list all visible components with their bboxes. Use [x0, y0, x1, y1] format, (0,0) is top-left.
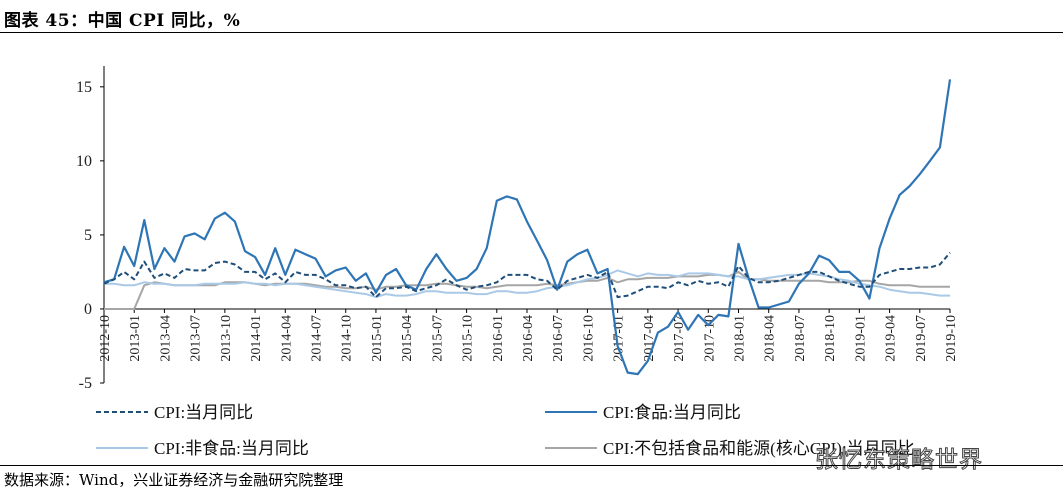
series-line-0 [103, 252, 951, 299]
x-tick-label: 2019-07 [914, 315, 929, 362]
x-tick-label: 2019-10 [944, 315, 959, 362]
x-tick-label: 2015-10 [461, 315, 476, 362]
legend-label-1: CPI:食品:当月同比 [603, 403, 741, 422]
x-tick-label: 2014-07 [310, 315, 325, 362]
x-tick-label: 2016-01 [491, 315, 506, 362]
watermark: 张忆东策略世界 [815, 447, 983, 474]
x-tick-label: 2019-01 [853, 315, 868, 362]
x-tick-label: 2018-10 [823, 315, 838, 362]
x-tick-label: 2016-07 [551, 315, 566, 362]
plot-area: -5 0 5 10 15 2012-10 2013-01 2013-04 2013-07 2013… [76, 66, 959, 392]
x-tick-label: 2015-01 [370, 315, 385, 362]
x-tick-label: 2013-07 [189, 315, 204, 362]
cpi-line-chart: -5 0 5 10 15 2012-10 2013-01 2013-04 2013-07 2013… [76, 66, 959, 458]
y-tick-label: 15 [76, 79, 92, 96]
x-tick-label: 2018-07 [793, 315, 808, 362]
legend: CPI:当月同比 CPI:食品:当月同比 CPI:非食品:当月同比 CPI:不包括食品… [96, 403, 915, 458]
series-line-1 [103, 79, 952, 376]
legend-label-3: CPI:不包括食品和能源(核心CPI):当月同比 [603, 439, 915, 458]
x-tick-label: 2015-07 [430, 315, 445, 362]
x-tick-label: 2013-10 [219, 315, 234, 362]
top-rule [0, 32, 1063, 33]
x-tick-label: 2016-04 [521, 315, 536, 362]
y-tick-label: 0 [84, 301, 92, 318]
x-tick-label: 2018-04 [763, 315, 778, 362]
y-tick-label: 5 [84, 227, 92, 244]
x-tick-label: 2015-04 [400, 315, 415, 362]
bottom-rule [0, 465, 1063, 466]
source-note: 数据来源：Wind，兴业证券经济与金融研究院整理 [4, 471, 344, 489]
figure-title: 图表 45：中国 CPI 同比，% [4, 11, 241, 31]
series-line-3 [104, 270, 950, 310]
legend-label-0: CPI:当月同比 [154, 403, 253, 422]
y-tick-label: -5 [79, 375, 92, 392]
x-tick-label: 2017-10 [702, 315, 717, 362]
x-tick-label: 2017-07 [672, 315, 687, 362]
x-tick-label: 2016-10 [581, 315, 596, 362]
x-tick-label: 2014-04 [279, 315, 294, 362]
x-tick-label: 2019-04 [884, 315, 899, 362]
x-tick-label: 2012-10 [98, 315, 113, 362]
x-tick-label: 2013-04 [158, 315, 173, 362]
legend-label-2: CPI:非食品:当月同比 [154, 439, 309, 458]
x-tick-label: 2014-10 [340, 315, 355, 362]
y-tick-label: 10 [76, 153, 92, 170]
x-tick-label: 2014-01 [249, 315, 264, 362]
x-tick-label: 2013-01 [128, 315, 143, 362]
x-tick-label: 2017-04 [642, 315, 657, 362]
x-tick-label: 2018-01 [733, 315, 748, 362]
